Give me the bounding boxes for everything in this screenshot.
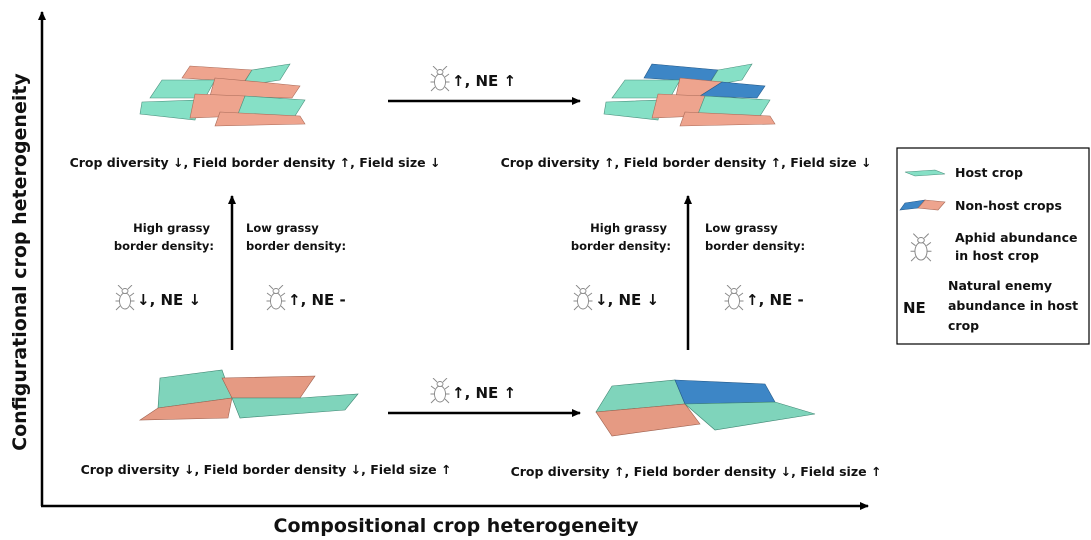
label-line: High grassy (133, 221, 210, 235)
effect-label: ↑, NE ↑ (452, 72, 516, 90)
effect-label: ↓, NE ↓ (137, 291, 201, 309)
effect-label: ↑, NE - (288, 291, 346, 309)
effect-label: ↓, NE ↓ (595, 291, 659, 309)
aphid-icon (266, 285, 286, 311)
label-line: border density: (571, 239, 671, 253)
caption: Crop diversity ↑, Field border density ↓… (511, 464, 882, 479)
caption: Crop diversity ↓, Field border density ↓… (81, 462, 452, 477)
condition-label: Low grassy border density: (246, 221, 346, 253)
caption: Crop diversity ↓, Field border density ↑… (70, 155, 441, 170)
legend: Host crop Non-host crops Aphid abundance… (896, 147, 1090, 345)
aphid-icon (115, 285, 135, 311)
legend-label: Natural enemy abundance in host crop (948, 278, 1083, 333)
condition-label: High grassy border density: (571, 221, 671, 253)
field-bottom-right (595, 379, 816, 437)
legend-swatch (904, 169, 946, 177)
legend-box (896, 147, 1090, 345)
legend-label: Aphid abundance in host crop (955, 230, 1082, 263)
legend-label: Host crop (955, 165, 1023, 180)
condition-label: High grassy border density: (114, 221, 214, 253)
x-axis-label: Compositional crop heterogeneity (274, 515, 640, 537)
legend-symbol: NE (903, 299, 926, 317)
label-line: border density: (705, 239, 805, 253)
label-line: border density: (114, 239, 214, 253)
y-axis-label: Configurational crop heterogeneity (9, 73, 31, 451)
aphid-icon (573, 285, 593, 311)
field-top-left (139, 63, 306, 127)
label-line: High grassy (590, 221, 667, 235)
label-line: border density: (246, 239, 346, 253)
label-line: Natural enemy (948, 278, 1052, 293)
legend-swatch (917, 199, 946, 211)
field-bottom-left (138, 369, 359, 421)
effect-label: ↑, NE ↑ (452, 384, 516, 402)
label-line: Low grassy (246, 221, 319, 235)
label-line: in host crop (955, 248, 1039, 263)
caption: Crop diversity ↑, Field border density ↑… (501, 155, 872, 170)
condition-label: Low grassy border density: (705, 221, 805, 253)
aphid-icon (430, 378, 450, 404)
aphid-icon (430, 66, 450, 92)
label-line: crop (948, 318, 979, 333)
legend-label: Non-host crops (955, 198, 1062, 213)
label-line: abundance in host (948, 298, 1078, 313)
aphid-icon (724, 285, 744, 311)
label-line: Aphid abundance (955, 230, 1077, 245)
label-line: Low grassy (705, 221, 778, 235)
effect-label: ↑, NE - (746, 291, 804, 309)
field-top-right (603, 63, 776, 127)
